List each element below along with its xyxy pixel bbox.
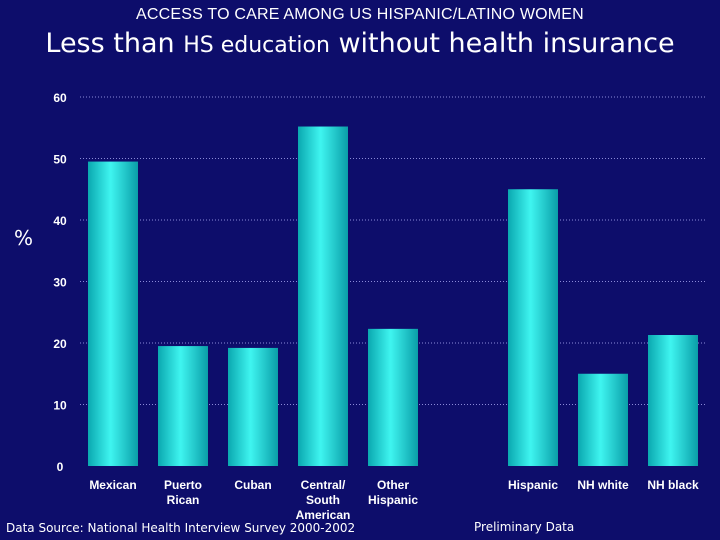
title-part-1: Less than bbox=[45, 28, 184, 59]
y-tick-label: 20 bbox=[53, 337, 67, 351]
x-tick-label: Other Hispanic bbox=[368, 478, 418, 507]
bar-6 bbox=[578, 373, 628, 466]
x-tick-label: Central/South American bbox=[296, 478, 351, 522]
y-tick-label: 50 bbox=[53, 153, 67, 167]
x-tick-label: NH black bbox=[647, 478, 699, 492]
bar-1 bbox=[158, 346, 208, 466]
y-tick-label: 60 bbox=[53, 91, 67, 105]
title-part-2: HS education bbox=[183, 33, 330, 58]
chart-supertitle: ACCESS TO CARE AMONG US HISPANIC/LATINO … bbox=[136, 6, 584, 23]
bar-7 bbox=[648, 335, 698, 466]
x-tick-label: Hispanic bbox=[508, 478, 558, 492]
x-tick-label: Cuban bbox=[234, 478, 271, 492]
x-tick-label: Puerto Rican bbox=[164, 478, 202, 507]
x-tick-label: NH white bbox=[577, 478, 629, 492]
y-tick-label: 10 bbox=[53, 399, 67, 413]
bar-2 bbox=[228, 347, 278, 466]
bar-4 bbox=[368, 328, 418, 466]
bar-3 bbox=[298, 126, 348, 467]
data-source-note: Data Source: National Health Interview S… bbox=[6, 521, 356, 535]
preliminary-data-note: Preliminary Data bbox=[474, 520, 575, 534]
x-tick-label: Mexican bbox=[89, 478, 136, 492]
y-tick-label: 40 bbox=[53, 214, 67, 228]
y-axis-label: % bbox=[14, 226, 34, 250]
title-part-3: without health insurance bbox=[329, 28, 675, 59]
y-tick-label: 0 bbox=[57, 460, 64, 474]
bar-0 bbox=[88, 161, 138, 466]
bar-5 bbox=[508, 189, 558, 466]
y-tick-label: 30 bbox=[53, 276, 67, 290]
chart-title: Less than HS education without health in… bbox=[0, 28, 720, 59]
